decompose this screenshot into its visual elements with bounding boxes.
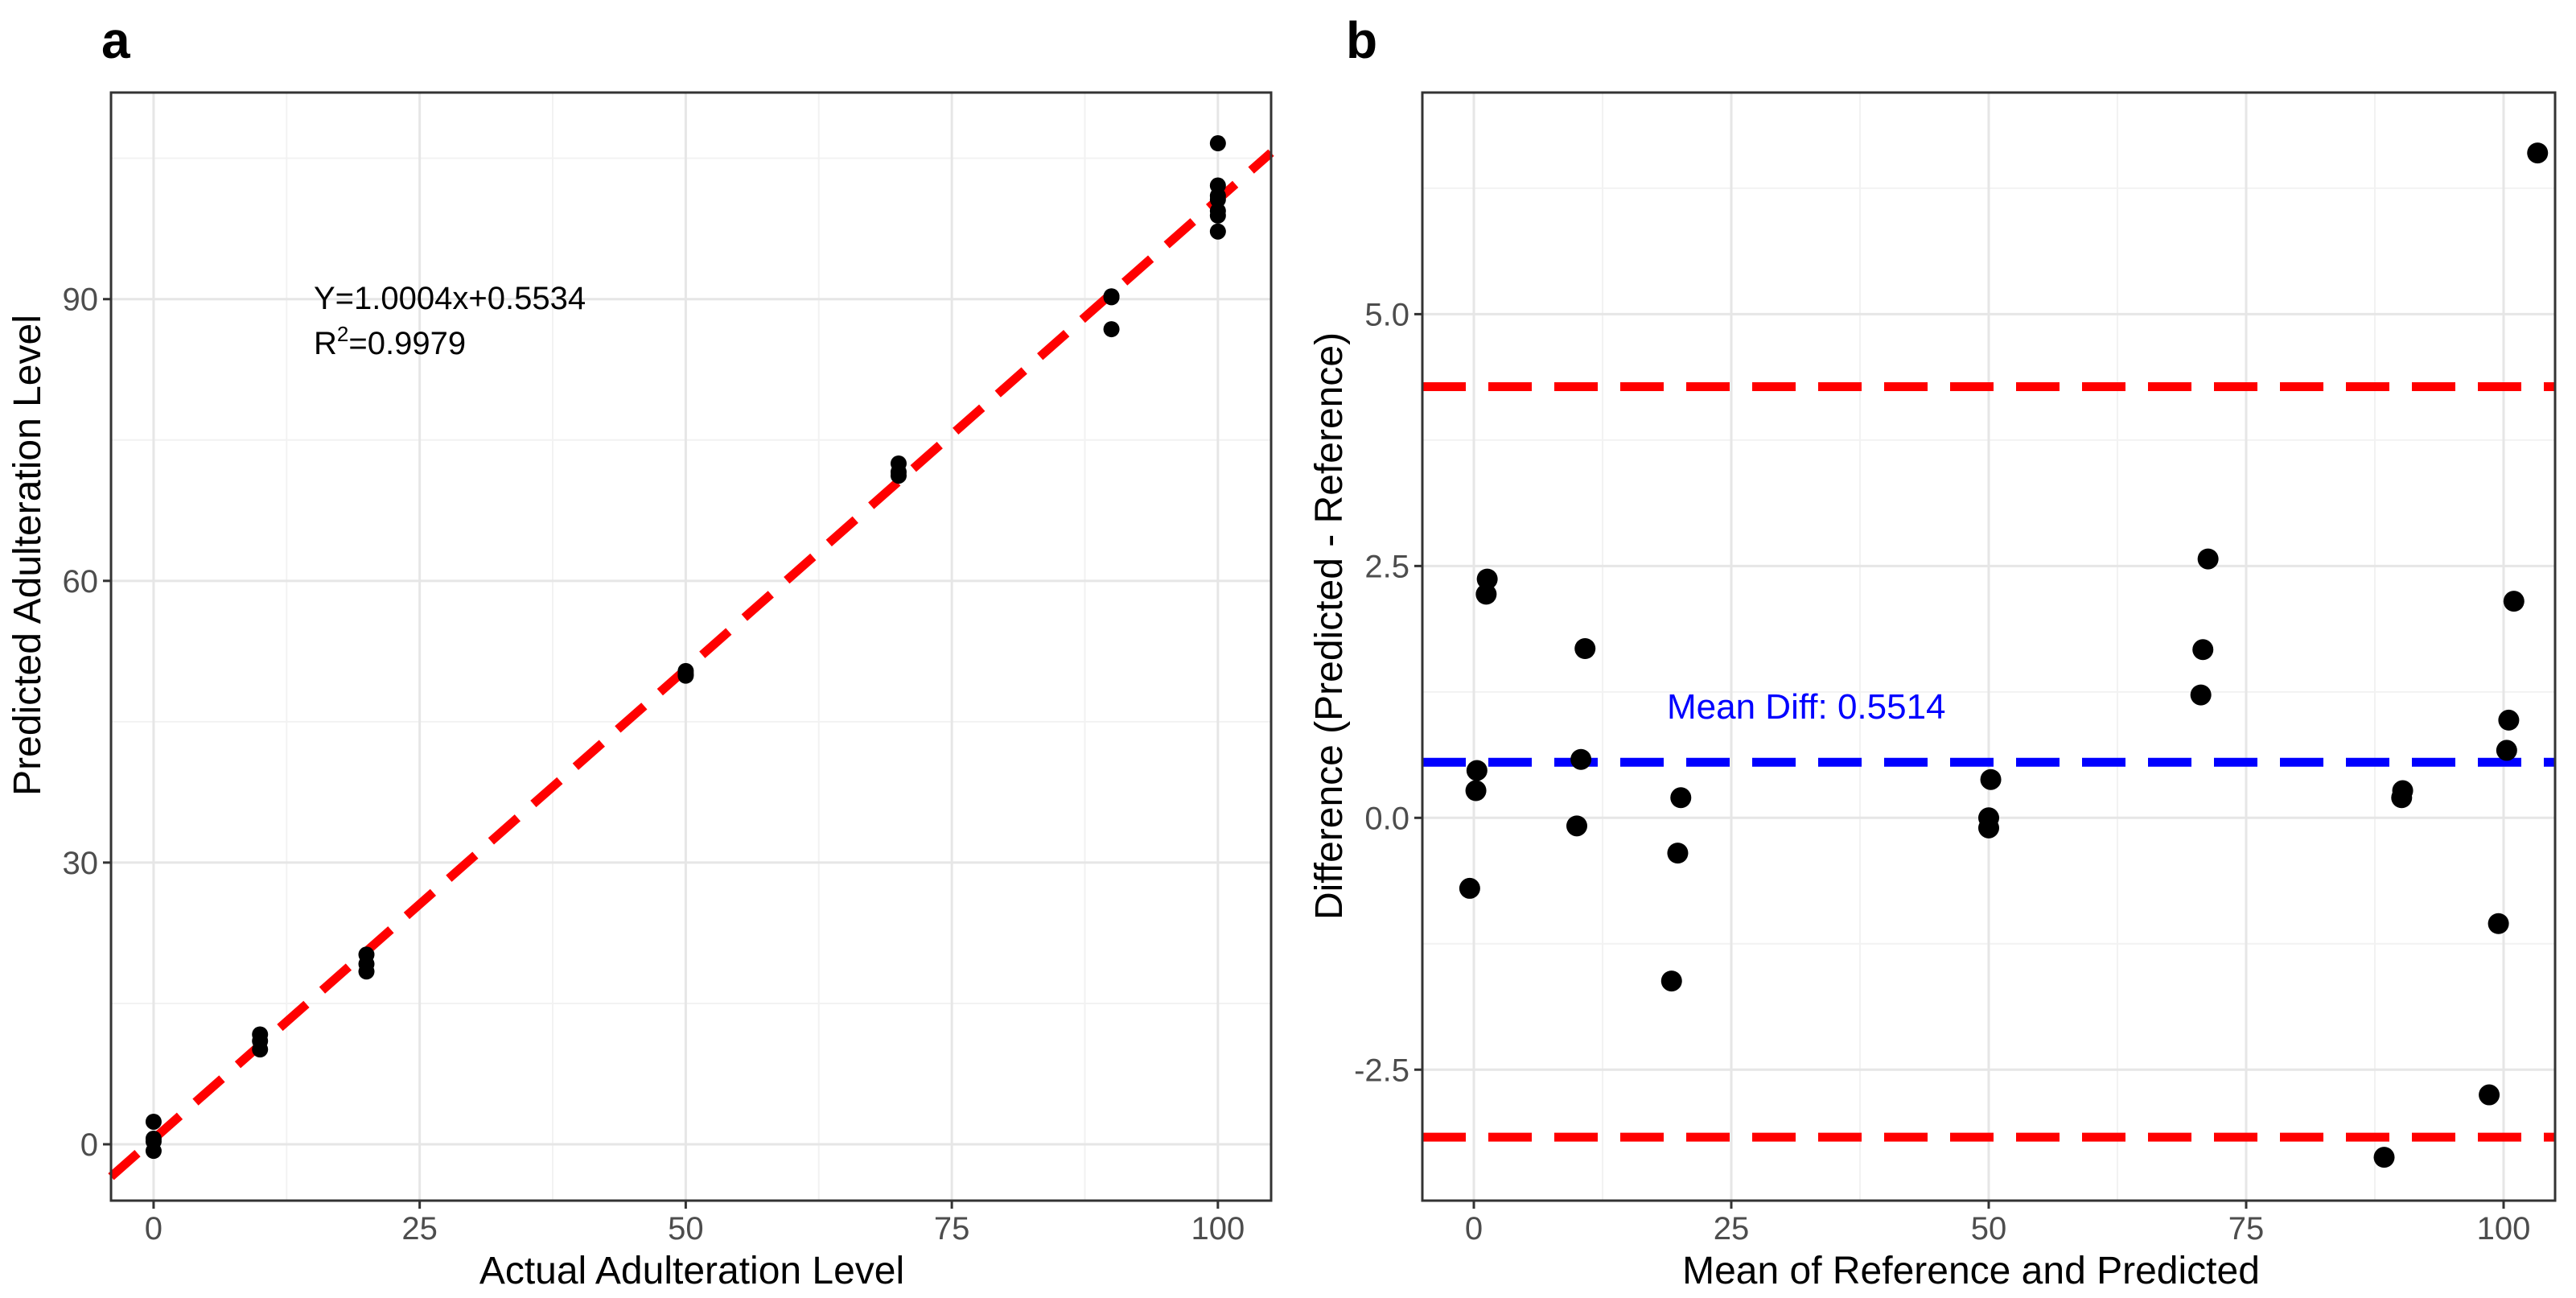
b-data-point xyxy=(1670,787,1692,809)
b-data-point xyxy=(2373,1147,2395,1168)
panel-a-x-axis-title: Actual Adulteration Level xyxy=(479,1250,904,1292)
b-x-tick-label: 25 xyxy=(1714,1211,1750,1246)
b-data-point xyxy=(1980,768,2002,790)
b-data-point xyxy=(1459,877,1480,899)
a-data-point xyxy=(1103,321,1120,338)
a-y-tick-label: 60 xyxy=(63,564,99,600)
a-data-point xyxy=(890,455,907,472)
panel-a: 0 25 50 75 100 0 30 60 90 Actual Adulteration L… xyxy=(6,91,1274,1292)
panel-a-fit-line-group xyxy=(108,149,1274,1181)
b-data-point xyxy=(2498,709,2520,731)
a-data-point xyxy=(1209,223,1226,240)
panel-a-letter: a xyxy=(101,11,130,69)
a-data-point xyxy=(252,1026,269,1043)
mean-diff-label: Mean Diff: 0.5514 xyxy=(1667,687,1946,727)
b-data-point xyxy=(2503,591,2525,612)
b-y-tick-label: 0.0 xyxy=(1364,801,1409,836)
b-data-point xyxy=(2496,740,2517,761)
r-squared-label: R2=0.9979 xyxy=(314,322,466,361)
panel-b-x-axis-title: Mean of Reference and Predicted xyxy=(1682,1250,2260,1292)
panel-a-points xyxy=(145,135,1226,1160)
b-data-point xyxy=(1667,843,1689,864)
b-data-point xyxy=(2479,1084,2500,1106)
b-data-point xyxy=(2392,780,2413,801)
regression-equation: Y=1.0004x+0.5534 xyxy=(314,281,586,316)
a-data-point xyxy=(145,1130,162,1147)
panel-b-points xyxy=(1459,142,2549,1168)
a-data-point xyxy=(1209,135,1226,152)
panel-b-x-ticks: 0 25 50 75 100 xyxy=(1465,1201,2531,1246)
panel-a-frame xyxy=(109,91,1273,1202)
b-data-point xyxy=(1465,780,1487,801)
b-data-point xyxy=(1566,815,1587,837)
b-data-point xyxy=(1570,748,1592,770)
panel-a-y-axis-title: Predicted Adulteration Level xyxy=(6,315,49,796)
a-y-tick-label: 30 xyxy=(63,846,99,881)
b-x-tick-label: 50 xyxy=(1971,1211,2007,1246)
a-x-tick-label: 100 xyxy=(1191,1211,1245,1246)
b-data-point xyxy=(2527,142,2549,164)
panel-a-y-ticks: 0 30 60 90 xyxy=(63,282,111,1163)
a-data-point xyxy=(1209,203,1226,220)
b-data-point xyxy=(1476,568,1498,590)
b-data-point xyxy=(2190,684,2212,706)
panel-a-x-ticks: 0 25 50 75 100 xyxy=(145,1201,1245,1246)
regression-fit-line xyxy=(108,149,1274,1181)
a-data-point xyxy=(358,946,375,963)
b-y-tick-label: 2.5 xyxy=(1364,549,1409,584)
a-x-tick-label: 0 xyxy=(145,1211,163,1246)
b-data-point xyxy=(2488,913,2509,934)
b-data-point xyxy=(1574,638,1596,660)
b-x-tick-label: 75 xyxy=(2228,1211,2265,1246)
panel-b-y-axis-title: Difference (Predicted - Reference) xyxy=(1308,332,1351,920)
b-data-point xyxy=(1466,760,1488,781)
b-y-tick-label: 5.0 xyxy=(1364,297,1409,332)
b-data-point xyxy=(1475,583,1497,605)
a-y-tick-label: 90 xyxy=(63,282,99,318)
a-data-point xyxy=(145,1113,162,1130)
b-data-point xyxy=(2192,639,2214,661)
a-y-tick-label: 0 xyxy=(80,1127,98,1163)
panel-b-y-ticks: -2.5 0.0 2.5 5.0 xyxy=(1354,297,1422,1088)
b-data-point xyxy=(1978,807,1999,829)
b-data-point xyxy=(1660,970,1682,992)
a-x-tick-label: 25 xyxy=(401,1211,438,1246)
b-data-point xyxy=(2197,548,2219,570)
panel-b-reference-lines xyxy=(1422,382,2555,1142)
b-x-tick-label: 0 xyxy=(1465,1211,1483,1246)
a-data-point xyxy=(1209,177,1226,194)
panel-b: 0 25 50 75 100 -2.5 0.0 2.5 5.0 Mean of Referen… xyxy=(1308,91,2557,1292)
a-data-point xyxy=(677,662,694,679)
panel-b-letter: b xyxy=(1346,11,1377,69)
a-x-tick-label: 75 xyxy=(934,1211,970,1246)
b-x-tick-label: 100 xyxy=(2477,1211,2531,1246)
a-data-point xyxy=(1103,288,1120,305)
a-x-tick-label: 50 xyxy=(668,1211,704,1246)
b-y-tick-label: -2.5 xyxy=(1354,1053,1409,1088)
panel-a-grid xyxy=(111,93,1271,1201)
